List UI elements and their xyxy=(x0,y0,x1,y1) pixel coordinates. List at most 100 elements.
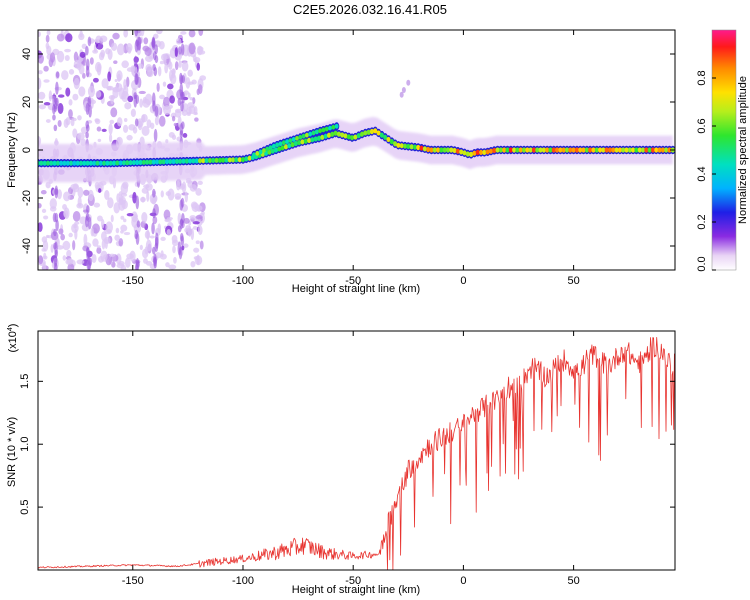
noise-speck xyxy=(151,196,157,205)
ridge-branch-core xyxy=(298,134,303,140)
noise-speck xyxy=(132,126,138,134)
ridge-core-cell xyxy=(558,147,563,153)
ridge-core-cell xyxy=(502,147,507,153)
ridge-core-cell xyxy=(488,148,493,154)
noise-speck xyxy=(154,252,162,259)
noise-speck xyxy=(68,109,73,119)
noise-speck xyxy=(83,189,90,196)
noise-speck xyxy=(38,91,46,100)
noise-speck xyxy=(143,184,150,189)
snr-x-tick-label: -50 xyxy=(345,575,361,587)
noise-speck xyxy=(141,211,148,223)
snr-panel: -150 -100 -50 0 50 0.5 1.0 1.5 Height of strai… xyxy=(6,324,676,596)
noise-speck xyxy=(181,121,185,130)
noise-speck xyxy=(157,66,162,77)
noise-speck xyxy=(38,202,42,209)
ridge-branch-core xyxy=(308,131,313,137)
noise-speck xyxy=(146,119,152,128)
noise-speck xyxy=(145,260,153,266)
noise-speck xyxy=(186,107,192,115)
noise-speck xyxy=(195,214,203,220)
ridge-core-cell xyxy=(231,157,236,163)
ridge-core-cell xyxy=(624,147,629,153)
spectrogram-y-tick-label: 40 xyxy=(21,48,33,60)
noise-speck xyxy=(189,215,197,220)
noise-speck xyxy=(62,204,67,210)
noise-speck xyxy=(65,33,73,43)
ridge-core-cell xyxy=(191,158,196,164)
ridge-core-cell xyxy=(515,147,520,153)
ridge-branch-core xyxy=(305,132,309,138)
noise-speck xyxy=(38,222,43,233)
noise-speck xyxy=(123,218,127,223)
noise-speck xyxy=(91,253,97,263)
noise-speck xyxy=(54,212,59,223)
noise-speck xyxy=(95,90,102,98)
noise-speck xyxy=(183,217,190,224)
ridge-core-cell xyxy=(141,159,146,165)
noise-speck xyxy=(96,247,102,254)
noise-speck xyxy=(100,49,106,58)
spectrogram-x-axis: -150 -100 -50 0 50 xyxy=(122,30,580,287)
ridge-core-cell xyxy=(297,139,302,146)
ridge-core-cell xyxy=(75,160,80,166)
noise-speck xyxy=(63,210,69,218)
noise-speck xyxy=(160,236,166,242)
ridge-core-cell xyxy=(568,147,573,153)
noise-speck xyxy=(120,182,129,195)
ridge-core-cell xyxy=(320,134,325,140)
noise-speck xyxy=(96,126,102,132)
ridge-branch-core xyxy=(331,124,336,130)
ridge-core-cell xyxy=(224,157,229,163)
noise-speck xyxy=(164,62,169,74)
ridge-core-cell xyxy=(317,135,322,141)
colorbar-tick-label: 0.8 xyxy=(696,70,708,85)
noise-speck xyxy=(181,75,186,84)
noise-speck xyxy=(195,240,200,245)
figure-title: C2E5.2026.032.16.41.R05 xyxy=(293,2,447,17)
colorbar-tick-label: 0.6 xyxy=(696,118,708,133)
noise-speck xyxy=(99,35,108,43)
noise-speck xyxy=(196,88,200,96)
ridge-branch-core xyxy=(275,142,280,148)
noise-speck xyxy=(158,115,166,127)
noise-speck xyxy=(40,190,47,195)
noise-speck xyxy=(159,94,166,100)
noise-speck xyxy=(38,31,41,37)
ridge-core-cell xyxy=(535,147,540,153)
noise-speck xyxy=(180,31,187,35)
ridge-core-cell xyxy=(360,131,365,137)
noise-speck xyxy=(38,70,43,75)
noise-speck xyxy=(138,90,146,95)
spectrogram-y-tick-label: 0 xyxy=(21,147,33,153)
noise-speck xyxy=(194,117,199,122)
noise-speck xyxy=(157,223,162,234)
ridge-core-cell xyxy=(621,147,626,153)
ridge-core-cell xyxy=(211,157,216,164)
noise-speck xyxy=(64,54,70,62)
noise-speck xyxy=(93,202,101,208)
noise-speck xyxy=(134,30,139,37)
noise-speck xyxy=(55,71,60,79)
noise-speck xyxy=(130,108,136,118)
noise-speck xyxy=(141,125,150,136)
noise-speck xyxy=(126,134,133,141)
ridge-core-cell xyxy=(49,160,54,166)
noise-speck xyxy=(56,33,65,42)
noise-speck xyxy=(72,128,78,138)
noise-speck xyxy=(85,45,89,56)
ridge-core-cell xyxy=(604,147,609,153)
noise-speck xyxy=(41,208,47,214)
snr-plot-area xyxy=(38,331,675,570)
noise-speck xyxy=(48,90,53,102)
noise-speck xyxy=(117,73,121,82)
ridge-core-cell xyxy=(366,129,371,135)
snr-x-axis: -150 -100 -50 0 50 xyxy=(122,331,580,587)
noise-speck xyxy=(201,211,205,216)
noise-speck xyxy=(181,61,189,72)
snr-x-tick-label: -100 xyxy=(232,575,254,587)
ridge-core-cell xyxy=(92,160,97,166)
ridge-core-cell xyxy=(336,131,341,137)
noise-speck xyxy=(163,105,171,116)
ridge-core-cell xyxy=(148,159,153,165)
